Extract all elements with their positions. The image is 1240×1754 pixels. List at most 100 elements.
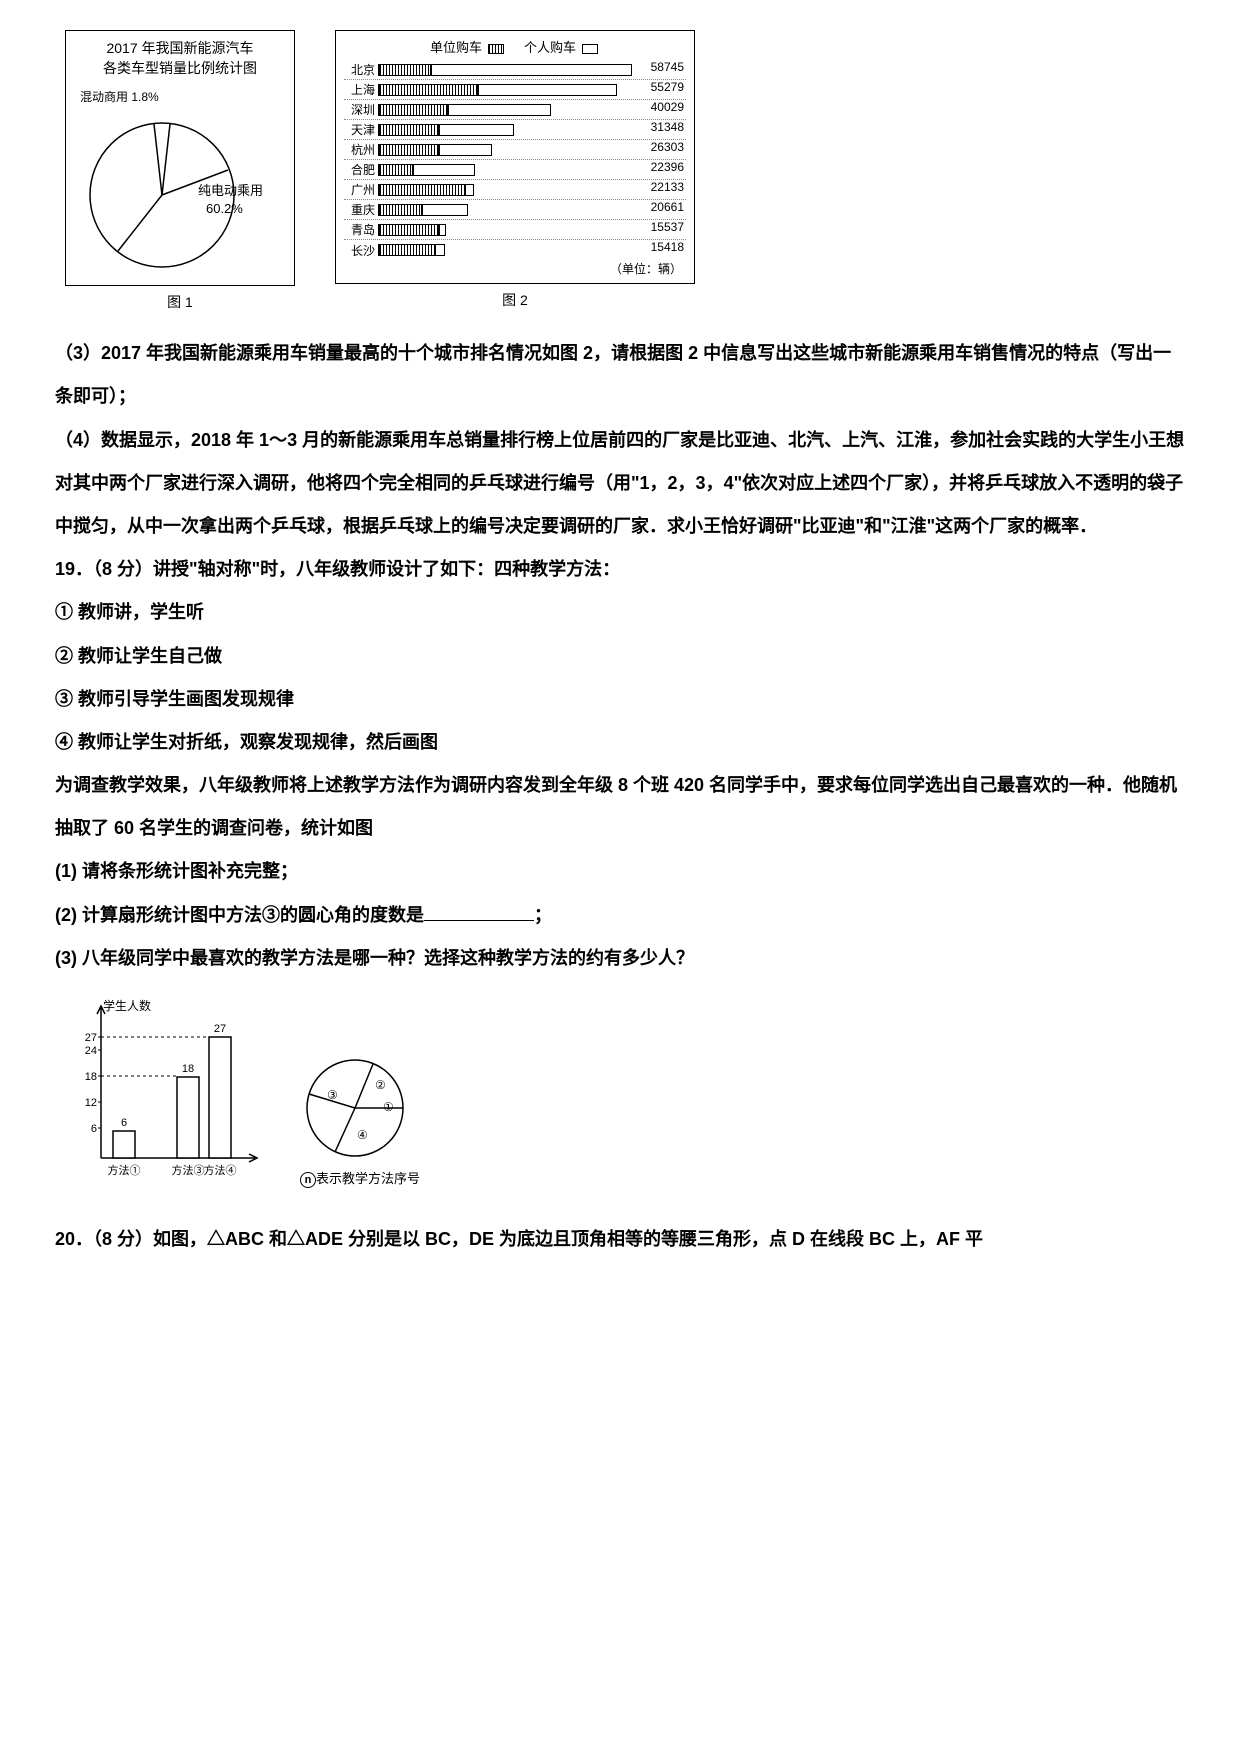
xlab-1: 方法① [108, 1163, 141, 1177]
bar-value-label: 22396 [651, 160, 684, 174]
bar-row: 深圳 40029 [344, 100, 686, 120]
q19-sub3: (3) 八年级同学中最喜欢的教学方法是哪一种？选择这种教学方法的约有多少人？ [55, 937, 1185, 980]
bar-city-label: 杭州 [344, 141, 378, 158]
bar-row: 天津 31348 [344, 120, 686, 140]
q19-pie-svg: ② ① ④ ③ [295, 1053, 425, 1163]
ytick-12: 12 [85, 1097, 97, 1109]
bar-seg-unit [379, 84, 478, 96]
bar-value-label: 15537 [651, 220, 684, 234]
bar-seg-personal [465, 184, 474, 196]
bar-city-label: 上海 [344, 81, 378, 98]
q19-item-4-text: 教师让学生对折纸，观察发现规律，然后画图 [78, 732, 438, 752]
bar-city-label: 青岛 [344, 221, 378, 238]
bar-seg-unit [379, 144, 439, 156]
bar-row: 长沙15418 [344, 240, 686, 260]
q19-item-4: ④ 教师让学生对折纸，观察发现规律，然后画图 [55, 721, 1185, 764]
pie-main-label2: 60.2% [206, 201, 243, 216]
q19-charts: 6 12 18 24 27 学生人数 6 18 27 方法① 方法③ 方法④ [55, 998, 1185, 1188]
bar-unit-label: （单位：辆） [344, 260, 686, 277]
bar-seg-unit [379, 164, 413, 176]
circled-4: ④ [55, 732, 73, 752]
caption-symbol: n [300, 1172, 316, 1188]
ytick-18: 18 [85, 1071, 97, 1083]
bar-value-label: 15418 [651, 240, 684, 254]
bar-seg-unit [379, 204, 422, 216]
bar-track [378, 84, 686, 96]
q19-sub2: (2) 计算扇形统计图中方法③的圆心角的度数是； [55, 894, 1185, 937]
pie-caption: 图 1 [65, 292, 295, 312]
circled-3: ③ [55, 689, 73, 709]
bar-row: 广州22133 [344, 180, 686, 200]
pie-wedge-label: 混动商用 1.8% [72, 88, 288, 105]
bar-row: 合肥 22396 [344, 160, 686, 180]
q19-item-3-text: 教师引导学生画图发现规律 [78, 689, 294, 709]
bar-value-label: 20661 [651, 200, 684, 214]
bar-value-label: 55279 [651, 80, 684, 94]
bar-val-1: 6 [121, 1117, 127, 1129]
xlab-3: 方法③ [172, 1163, 205, 1177]
pie-sec-4: ④ [357, 1128, 368, 1142]
ytick-6: 6 [91, 1123, 97, 1135]
bar-chart-wrapper: 单位购车 个人购车 北京58745上海55279深圳40029天津31348杭州… [335, 30, 695, 310]
bar-seg-unit [379, 64, 431, 76]
bar-value-label: 40029 [651, 100, 684, 114]
bar-city-label: 合肥 [344, 161, 378, 178]
ytick-27: 27 [85, 1032, 97, 1044]
bar-track [378, 164, 686, 176]
legend-personal-label: 个人购车 [524, 40, 576, 55]
bar-val-3: 18 [182, 1063, 194, 1075]
bar-seg-personal [422, 204, 468, 216]
bar-seg-personal [439, 224, 446, 236]
bar-track [378, 124, 686, 136]
bar-track [378, 224, 686, 236]
q19-sub2-pre: (2) 计算扇形统计图中方法③的圆心角的度数是 [55, 905, 424, 925]
bar-city-label: 天津 [344, 121, 378, 138]
bar-track [378, 184, 686, 196]
pie-main-label1: 纯电动乘用 [198, 183, 263, 198]
q4-para: （4）数据显示，2018 年 1～3 月的新能源乘用车总销量排行榜上位居前四的厂… [55, 419, 1185, 549]
q19-header: 19．（8 分）讲授"轴对称"时，八年级教师设计了如下：四种教学方法： [55, 548, 1185, 591]
bar-seg-personal [478, 84, 617, 96]
bar-value-label: 26303 [651, 140, 684, 154]
bar-seg-personal [439, 144, 492, 156]
bar-city-label: 深圳 [344, 101, 378, 118]
q19-item-1: ① 教师讲，学生听 [55, 591, 1185, 634]
q19-pie-caption-text: 表示教学方法序号 [316, 1171, 420, 1186]
pie-chart-wrapper: 2017 年我国新能源汽车 各类车型销量比例统计图 混动商用 1.8% 纯电动乘… [65, 30, 295, 312]
bar-chart-box: 单位购车 个人购车 北京58745上海55279深圳40029天津31348杭州… [335, 30, 695, 284]
pie-svg: 纯电动乘用 60.2% [80, 115, 280, 275]
bar-track [378, 64, 686, 76]
q20-para: 20．（8 分）如图，△ABC 和△ADE 分别是以 BC，DE 为底边且顶角相… [55, 1218, 1185, 1261]
blank-line[interactable] [424, 903, 534, 921]
bar-value-label: 22133 [651, 180, 684, 194]
pie-title-line2: 各类车型销量比例统计图 [103, 59, 257, 79]
bar-row: 重庆 20661 [344, 200, 686, 220]
bar-seg-personal [413, 164, 475, 176]
bar-seg-unit [379, 124, 439, 136]
bar-method3 [177, 1077, 199, 1158]
bar-seg-personal [448, 104, 551, 116]
bar-value-label: 58745 [651, 60, 684, 74]
bar-row: 青岛 15537 [344, 220, 686, 240]
circled-2: ② [55, 646, 73, 666]
q3-para: （3）2017 年我国新能源乘用车销量最高的十个城市排名情况如图 2，请根据图 … [55, 332, 1185, 418]
bar-seg-unit [379, 224, 439, 236]
bar-row: 杭州 26303 [344, 140, 686, 160]
body-text: （3）2017 年我国新能源乘用车销量最高的十个城市排名情况如图 2，请根据图 … [55, 332, 1185, 980]
q19-pie-wrapper: ② ① ④ ③ n表示教学方法序号 [295, 1053, 425, 1188]
q19-para: 为调查教学效果，八年级教师将上述教学方法作为调研内容发到全年级 8 个班 420… [55, 764, 1185, 850]
bar-city-label: 重庆 [344, 201, 378, 218]
bar-value-label: 31348 [651, 120, 684, 134]
legend-unit-swatch [488, 44, 504, 54]
legend-personal-swatch [582, 44, 598, 54]
xlab-4: 方法④ [204, 1163, 237, 1177]
pie-title-line1: 2017 年我国新能源汽车 [106, 39, 253, 59]
q19-item-2-text: 教师让学生自己做 [78, 646, 222, 666]
q20-text: 20．（8 分）如图，△ABC 和△ADE 分别是以 BC，DE 为底边且顶角相… [55, 1218, 1185, 1261]
circled-1: ① [55, 602, 73, 622]
bar-track [378, 244, 686, 256]
pie-chart-box: 2017 年我国新能源汽车 各类车型销量比例统计图 混动商用 1.8% 纯电动乘… [65, 30, 295, 286]
bar-track [378, 204, 686, 216]
bar-seg-personal [435, 244, 445, 256]
bar-method1 [113, 1131, 135, 1158]
